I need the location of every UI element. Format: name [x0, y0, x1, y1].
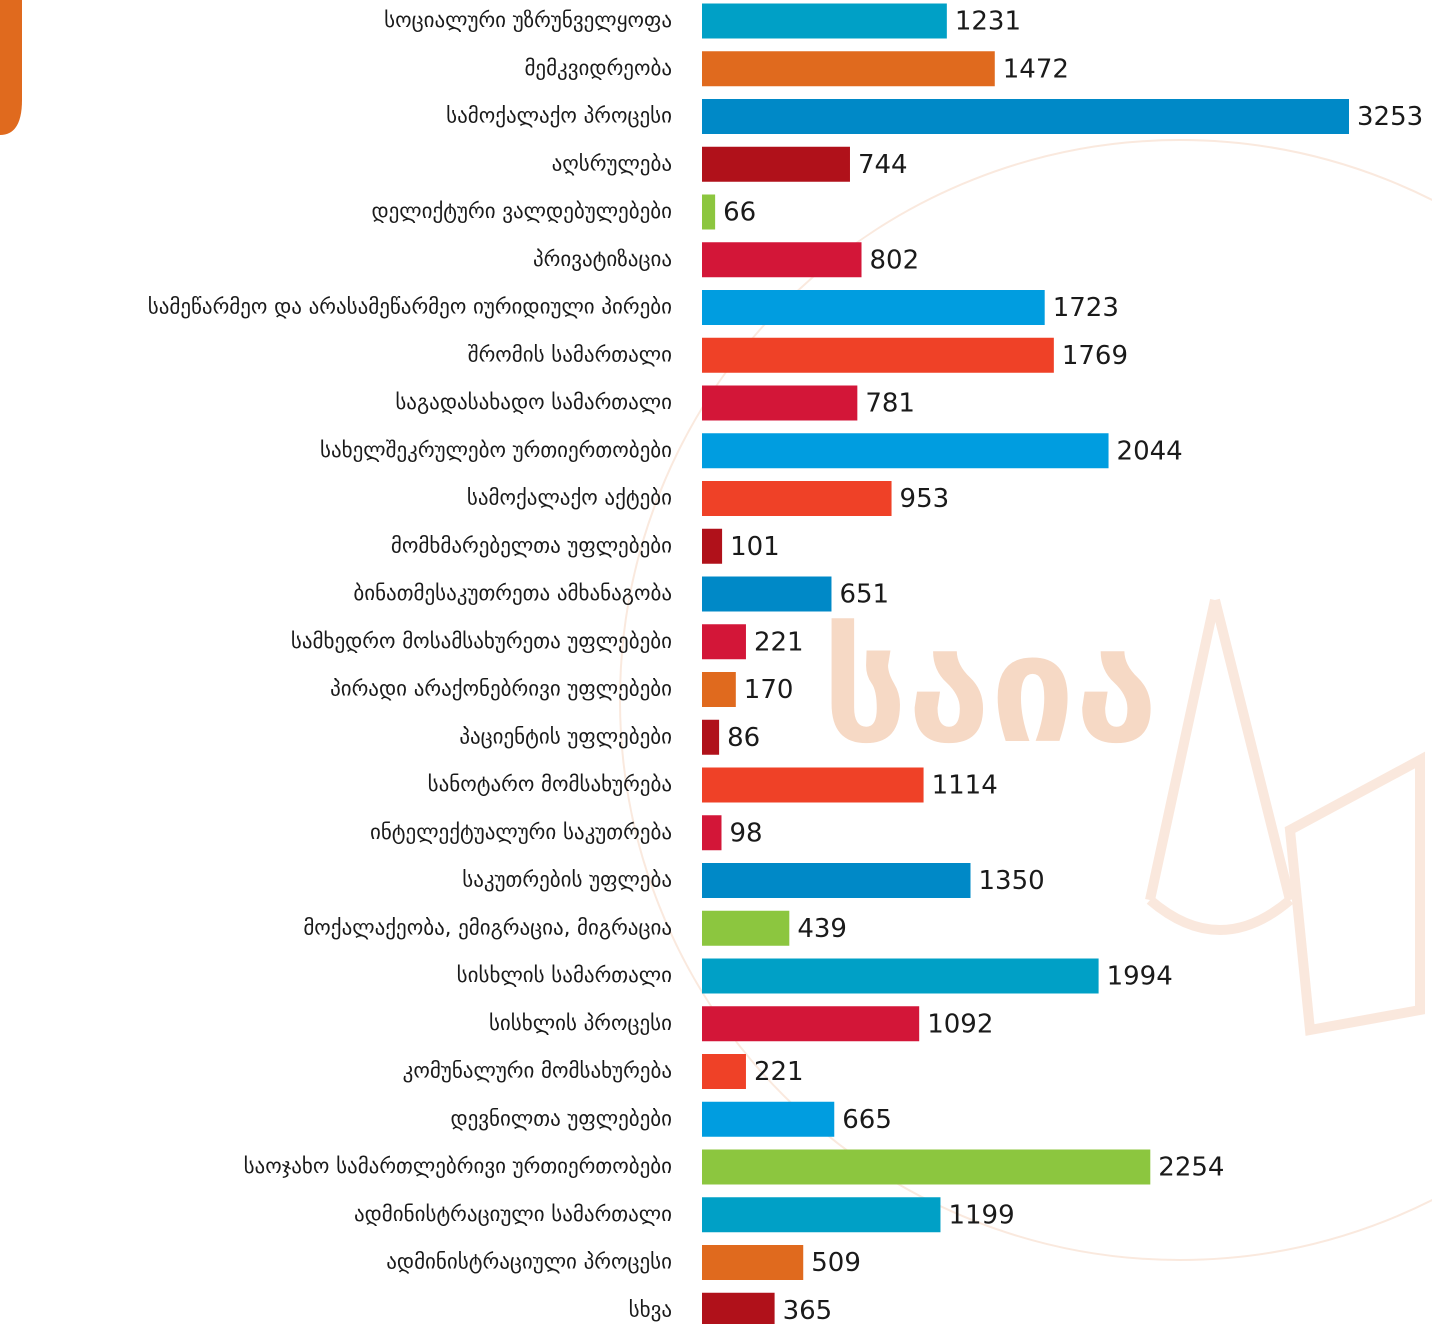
bar: [702, 911, 789, 946]
bar: [702, 338, 1054, 373]
bar: [702, 290, 1045, 325]
category-label: სისხლის სამართალი: [457, 963, 672, 987]
bar: [702, 577, 831, 612]
bar: [702, 1197, 940, 1232]
value-label: 1994: [1107, 962, 1173, 992]
bar: [702, 1054, 746, 1089]
value-label: 170: [744, 675, 794, 705]
category-label: სამეწარმეო და არასამეწარმეო იურიდიული პი…: [148, 295, 672, 319]
bar: [702, 815, 721, 850]
category-label: საკუთრების უფლება: [462, 868, 672, 892]
bar: [702, 720, 719, 755]
category-label: აღსრულება: [552, 151, 672, 175]
value-label: 802: [870, 245, 920, 275]
category-label: სამხედრო მოსამსახურეთა უფლებები: [291, 629, 672, 653]
category-label: საგადასახადო სამართალი: [395, 390, 672, 414]
corner-decoration: [0, 0, 22, 135]
category-label: ინტელექტუალური საკუთრება: [370, 820, 672, 844]
value-label: 101: [730, 532, 780, 562]
bar: [702, 51, 995, 86]
value-label: 1231: [955, 7, 1021, 37]
category-label: მემკვიდრეობა: [524, 56, 672, 80]
bar: [702, 147, 850, 182]
category-label: კომუნალური მომსახურება: [403, 1059, 672, 1083]
bar: [702, 242, 862, 277]
value-label: 66: [723, 198, 756, 228]
bar: [702, 624, 746, 659]
category-label: სამოქალაქო აქტები: [467, 486, 672, 510]
category-label: სამოქალაქო პროცესი: [446, 104, 672, 128]
value-label: 1350: [979, 866, 1045, 896]
bar: [702, 768, 924, 803]
value-label: 651: [839, 580, 889, 610]
value-label: 3253: [1357, 102, 1423, 132]
category-label: საოჯახო სამართლებრივი ურთიერთობები: [244, 1154, 672, 1178]
value-label: 2044: [1117, 436, 1183, 466]
category-label: ადმინისტრაციული პროცესი: [386, 1250, 672, 1274]
value-label: 221: [754, 627, 804, 657]
category-label: მოქალაქეობა, ემიგრაცია, მიგრაცია: [303, 915, 672, 939]
bar: [702, 433, 1109, 468]
page: საია სოციალური უზრუნველყოფა 1231 მემკვიდრე…: [0, 0, 1432, 1324]
category-label: სახელშეკრულებო ურთიერთობები: [320, 438, 672, 462]
bar: [702, 99, 1349, 134]
bar: [702, 1245, 803, 1280]
category-label: მომხმარებელთა უფლებები: [391, 533, 672, 557]
bar: [702, 672, 736, 707]
value-label: 953: [900, 484, 950, 514]
value-label: 1723: [1053, 293, 1119, 323]
watermark-text: საია: [822, 603, 1158, 777]
value-label: 744: [858, 150, 908, 180]
category-label: პაციენტის უფლებები: [459, 724, 672, 748]
chart: საია სოციალური უზრუნველყოფა 1231 მემკვიდრე…: [0, 0, 1432, 1324]
category-label: ადმინისტრაციული სამართალი: [354, 1202, 672, 1226]
value-label: 1199: [948, 1200, 1014, 1230]
bar: [702, 1293, 775, 1324]
category-label: პრივატიზაცია: [533, 247, 672, 271]
bar: [702, 959, 1099, 994]
bar: [702, 1006, 919, 1041]
category-label: ბინათმესაკუთრეთა ამხანაგობა: [353, 581, 672, 605]
value-label: 509: [811, 1248, 861, 1278]
category-label: სანოტარო მომსახურება: [428, 772, 672, 796]
bar: [702, 529, 722, 564]
value-label: 221: [754, 1057, 804, 1087]
bar: [702, 4, 947, 39]
value-label: 1472: [1003, 54, 1069, 84]
bar: [702, 863, 971, 898]
value-label: 2254: [1158, 1153, 1224, 1183]
category-label: სისხლის პროცესი: [489, 1011, 672, 1035]
value-label: 365: [783, 1296, 833, 1324]
value-label: 1092: [927, 1009, 993, 1039]
category-label: დევნილთა უფლებები: [450, 1106, 672, 1130]
category-label: სოციალური უზრუნველყოფა: [384, 8, 672, 32]
category-label: სხვა: [629, 1297, 672, 1321]
value-label: 86: [727, 723, 760, 753]
value-label: 98: [729, 818, 762, 848]
category-label: დელიქტური ვალდებულებები: [371, 199, 672, 223]
value-label: 665: [842, 1105, 892, 1135]
value-label: 781: [865, 389, 915, 419]
bar: [702, 195, 715, 230]
bar: [702, 1102, 834, 1137]
category-label: პირადი არაქონებრივი უფლებები: [330, 677, 672, 701]
bar: [702, 386, 857, 421]
value-label: 1114: [932, 771, 998, 801]
value-label: 439: [797, 914, 847, 944]
bar: [702, 481, 892, 516]
category-label: შრომის სამართალი: [468, 342, 672, 366]
bar: [702, 1150, 1150, 1185]
value-label: 1769: [1062, 341, 1128, 371]
